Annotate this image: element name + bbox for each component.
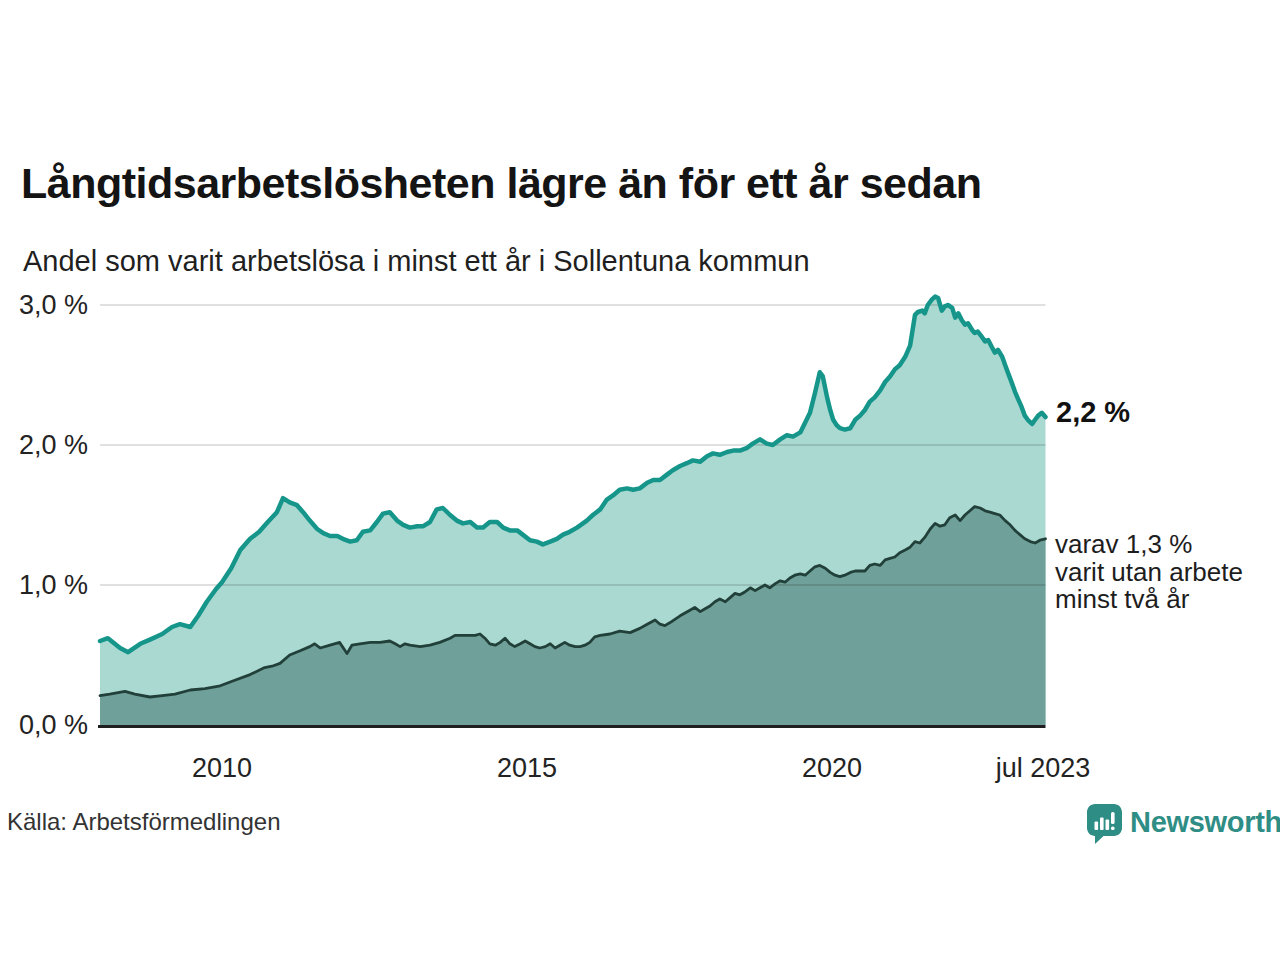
y-axis-tick-2: 2,0 % — [18, 431, 88, 459]
brand-wordmark: Newsworthy — [1130, 806, 1280, 839]
page-subtitle: Andel som varit arbetslösa i minst ett å… — [23, 245, 810, 278]
brand-logo: Newsworthy — [1086, 803, 1280, 845]
infographic: Långtidsarbetslösheten lägre än för ett … — [0, 0, 1280, 960]
y-axis-tick-1: 1,0 % — [18, 571, 88, 599]
y-axis-tick-0: 0,0 % — [18, 711, 88, 739]
x-axis-tick-2015: 2015 — [497, 753, 557, 784]
y-axis-tick-3: 3,0 % — [18, 291, 88, 319]
bar-chart-speech-bubble-icon — [1086, 803, 1123, 845]
x-axis-tick-2020: 2020 — [802, 753, 862, 784]
latest-value-label: 2,2 % — [1056, 396, 1130, 429]
x-axis-tick-2010: 2010 — [192, 753, 252, 784]
secondary-value-label: varav 1,3 % varit utan arbete minst två … — [1055, 531, 1243, 614]
x-axis-tick-jul-2023: jul 2023 — [996, 753, 1091, 784]
source-credit: Källa: Arbetsförmedlingen — [7, 808, 281, 836]
page-title: Långtidsarbetslösheten lägre än för ett … — [21, 159, 981, 208]
